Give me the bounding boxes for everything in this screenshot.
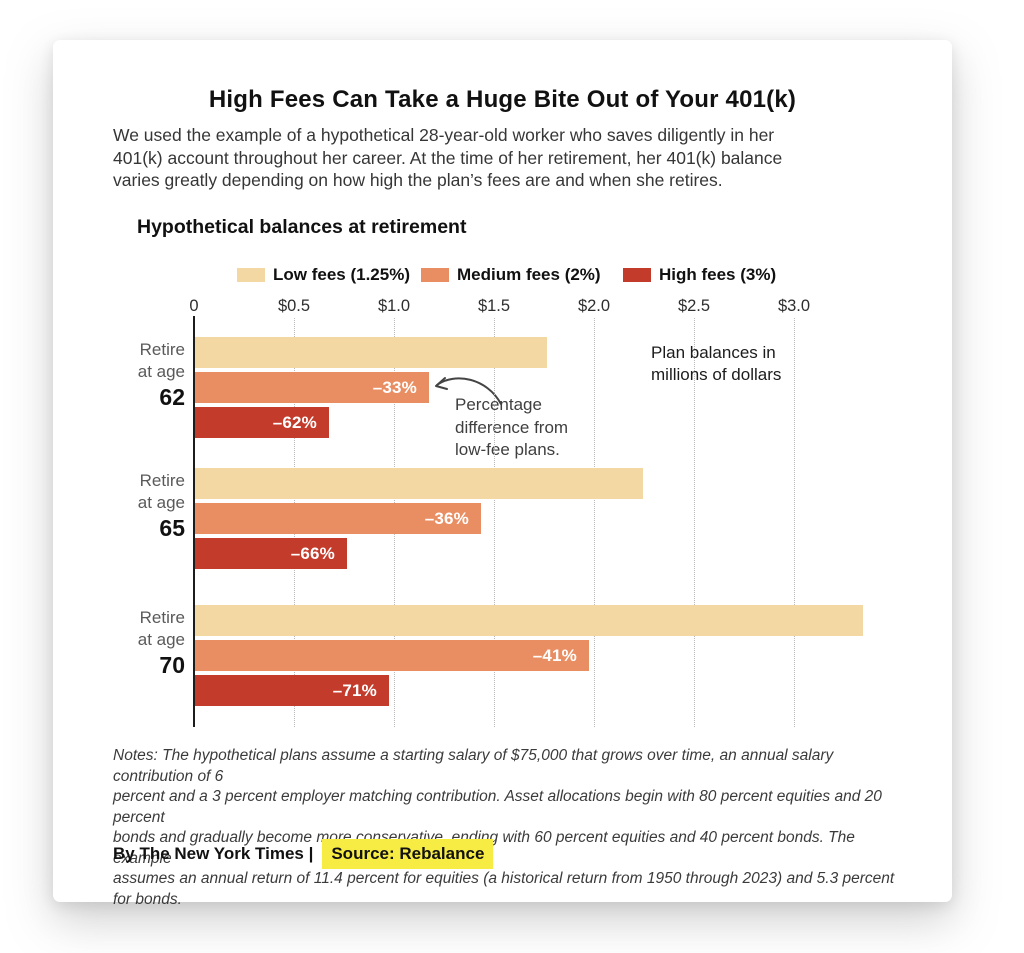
bar-percent-label: –33% bbox=[372, 377, 417, 397]
unit-note: Plan balances in millions of dollars bbox=[648, 341, 785, 387]
bar-percent-label: –41% bbox=[532, 645, 577, 665]
intro-paragraph: We used the example of a hypothetical 28… bbox=[113, 124, 893, 192]
bar-high-age-62: –62% bbox=[195, 407, 329, 438]
legend-item-low-fees: Low fees (1.25%) bbox=[237, 265, 410, 285]
group-label-age-70: Retire at age 70 bbox=[53, 607, 185, 678]
unit-note-line: Plan balances in bbox=[651, 343, 776, 362]
group-label-line: at age bbox=[137, 362, 185, 381]
notes-line: assumes an annual return of 11.4 percent… bbox=[113, 870, 895, 908]
bar-high-age-65: –66% bbox=[195, 538, 347, 569]
group-label-line: at age bbox=[137, 630, 185, 649]
medium-fees-swatch-icon bbox=[421, 268, 449, 282]
annotation-line: low-fee plans. bbox=[455, 440, 560, 459]
chart-card: High Fees Can Take a Huge Bite Out of Yo… bbox=[53, 40, 952, 908]
x-axis-tick-label: $0.5 bbox=[277, 297, 311, 315]
gridline bbox=[794, 318, 795, 727]
plot-area: Plan balances in millions of dollars Per… bbox=[53, 40, 952, 902]
notes-text: Notes: The hypothetical plans assume a s… bbox=[113, 746, 913, 910]
x-axis-tick-label: $1.0 bbox=[377, 297, 411, 315]
x-axis-tick-label: $1.5 bbox=[477, 297, 511, 315]
y-axis-line bbox=[193, 316, 195, 727]
notes-line: percent and a 3 percent employer matchin… bbox=[113, 788, 882, 826]
bar-medium-age-65: –36% bbox=[195, 503, 481, 534]
page-title: High Fees Can Take a Huge Bite Out of Yo… bbox=[208, 86, 797, 113]
bar-high-age-70: –71% bbox=[195, 675, 389, 706]
group-age-value: 70 bbox=[159, 652, 185, 678]
low-fees-swatch-icon bbox=[237, 268, 265, 282]
chart-title: Hypothetical balances at retirement bbox=[137, 216, 467, 238]
annotation-arrow-icon bbox=[435, 377, 502, 405]
bar-percent-label: –71% bbox=[332, 680, 377, 700]
group-age-value: 65 bbox=[159, 515, 185, 541]
bar-percent-label: –66% bbox=[290, 543, 335, 563]
group-age-value: 62 bbox=[159, 384, 185, 410]
legend-label: Medium fees (2%) bbox=[457, 265, 601, 284]
bar-medium-age-62: –33% bbox=[195, 372, 429, 403]
gridline bbox=[494, 318, 495, 727]
notes-line: Notes: The hypothetical plans assume a s… bbox=[113, 747, 834, 785]
intro-line: We used the example of a hypothetical 28… bbox=[113, 125, 775, 145]
bar-low-age-65 bbox=[195, 468, 643, 499]
source-highlight: Source: Rebalance bbox=[322, 839, 494, 869]
bar-low-age-62 bbox=[195, 337, 547, 368]
notes-line: bonds and gradually become more conserva… bbox=[113, 829, 855, 867]
legend-item-high-fees: High fees (3%) bbox=[623, 265, 776, 285]
annotation-line: Percentage bbox=[455, 395, 542, 414]
high-fees-swatch-icon bbox=[623, 268, 651, 282]
annotation-text: Percentage difference from low-fee plans… bbox=[455, 394, 568, 462]
group-label-line: Retire bbox=[139, 608, 185, 627]
group-label-line: Retire bbox=[139, 340, 185, 359]
bar-percent-label: –62% bbox=[272, 412, 317, 432]
x-axis-tick-label: $2.0 bbox=[577, 297, 611, 315]
gridline bbox=[694, 318, 695, 727]
group-label-age-62: Retire at age 62 bbox=[53, 339, 185, 410]
bar-percent-label: –36% bbox=[424, 508, 469, 528]
byline-credit: By The New York Times | bbox=[113, 844, 314, 863]
bar-low-age-70 bbox=[195, 605, 863, 636]
x-axis-tick-label: $2.5 bbox=[677, 297, 711, 315]
x-axis-tick-label: 0 bbox=[189, 297, 199, 315]
legend-label: Low fees (1.25%) bbox=[273, 265, 410, 284]
annotation-line: difference from bbox=[455, 417, 569, 437]
unit-note-line: millions of dollars bbox=[651, 365, 782, 384]
gridline bbox=[594, 318, 595, 727]
group-label-line: Retire bbox=[139, 471, 185, 490]
intro-line: 401(k) account throughout her career. At… bbox=[113, 147, 783, 168]
intro-line: varies greatly depending on how high the… bbox=[113, 170, 723, 190]
legend-label: High fees (3%) bbox=[659, 265, 777, 284]
legend-item-medium-fees: Medium fees (2%) bbox=[421, 265, 601, 285]
group-label-age-65: Retire at age 65 bbox=[53, 470, 185, 541]
group-label-line: at age bbox=[137, 493, 185, 512]
x-axis-tick-label: $3.0 bbox=[777, 297, 811, 315]
byline: By The New York Times | Source: Rebalanc… bbox=[113, 839, 494, 869]
bar-medium-age-70: –41% bbox=[195, 640, 589, 671]
